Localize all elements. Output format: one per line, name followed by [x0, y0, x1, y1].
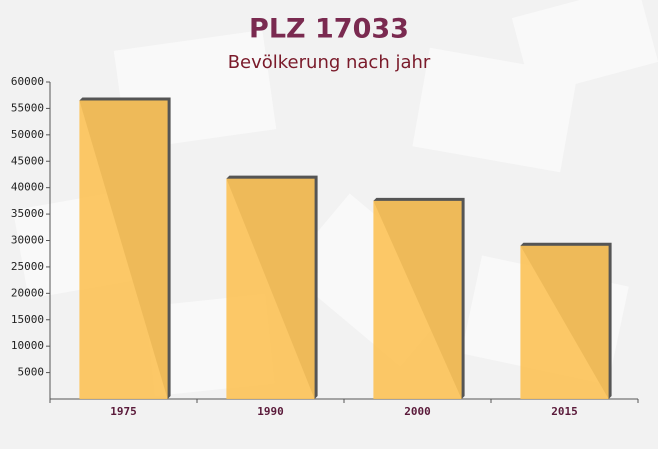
bar: [226, 178, 315, 399]
bar: [373, 200, 462, 399]
x-tick-label: 1990: [257, 405, 284, 418]
y-tick-label: 50000: [11, 128, 44, 141]
background-pattern: [13, 0, 658, 397]
y-tick-label: 10000: [11, 339, 44, 352]
chart-title: PLZ 17033: [249, 14, 409, 45]
x-tick-label: 1975: [110, 405, 137, 418]
x-tick-label: 2000: [404, 405, 431, 418]
y-tick-label: 30000: [11, 234, 44, 247]
bar: [79, 100, 168, 399]
y-tick-label: 35000: [11, 207, 44, 220]
y-tick-label: 5000: [18, 366, 45, 379]
y-tick-label: 60000: [11, 75, 44, 88]
x-tick-label: 2015: [551, 405, 578, 418]
y-tick-label: 20000: [11, 286, 44, 299]
y-tick-label: 40000: [11, 181, 44, 194]
y-tick-label: 25000: [11, 260, 44, 273]
chart-subtitle: Bevölkerung nach jahr: [228, 52, 431, 73]
bar: [520, 245, 609, 399]
y-tick-label: 15000: [11, 313, 44, 326]
y-tick-label: 55000: [11, 101, 44, 114]
y-tick-label: 45000: [11, 154, 44, 167]
